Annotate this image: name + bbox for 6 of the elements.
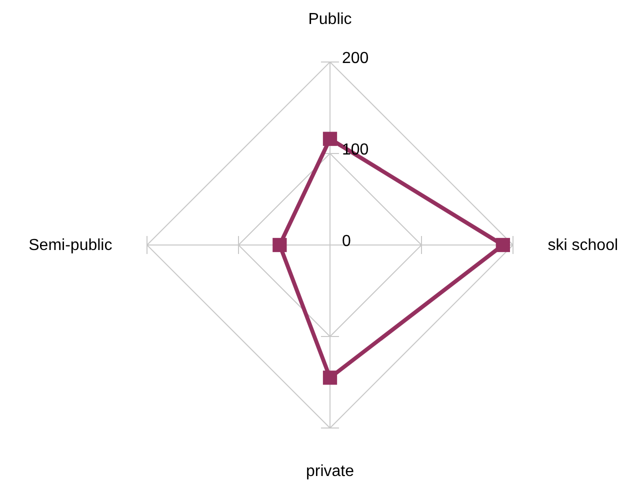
y-tick-label: 0 xyxy=(342,233,351,250)
spoke-label: private xyxy=(306,462,354,480)
spoke-label: ski school xyxy=(548,237,618,254)
spoke-label: Public xyxy=(308,11,352,28)
spoke-label: Semi-public xyxy=(28,237,112,254)
y-tick-label: 200 xyxy=(342,50,369,67)
